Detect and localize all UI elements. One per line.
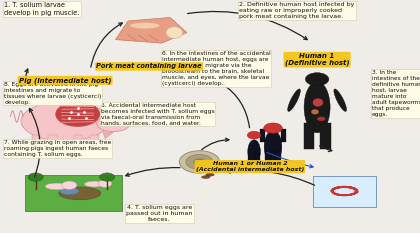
Ellipse shape — [124, 121, 136, 126]
Ellipse shape — [166, 27, 183, 38]
Ellipse shape — [45, 183, 68, 190]
Ellipse shape — [206, 173, 214, 176]
Circle shape — [186, 154, 213, 169]
Ellipse shape — [60, 188, 79, 195]
Circle shape — [179, 151, 220, 173]
Circle shape — [100, 173, 115, 181]
Ellipse shape — [334, 89, 346, 111]
Circle shape — [305, 73, 329, 86]
Bar — [281, 129, 286, 142]
Circle shape — [98, 180, 112, 187]
Circle shape — [264, 123, 282, 133]
Bar — [265, 151, 271, 168]
Text: 7. While grazing in open areas, free
roaming pigs ingest human faeces
containing: 7. While grazing in open areas, free roa… — [4, 140, 111, 157]
Bar — [304, 123, 314, 149]
Polygon shape — [116, 17, 187, 43]
Bar — [90, 135, 99, 151]
Ellipse shape — [304, 82, 330, 133]
Ellipse shape — [97, 115, 130, 132]
Bar — [25, 175, 122, 211]
Circle shape — [62, 181, 77, 189]
Ellipse shape — [264, 130, 282, 163]
Ellipse shape — [59, 187, 101, 200]
Bar — [74, 135, 82, 151]
Text: 4. T. solium eggs are
passed out in human
faeces.: 4. T. solium eggs are passed out in huma… — [126, 205, 193, 222]
Text: Human 1
(Definitive host): Human 1 (Definitive host) — [285, 53, 349, 66]
Text: 5. Accidental intermediate host
becomes infected with T. solium eggs
via faecal-: 5. Accidental intermediate host becomes … — [101, 103, 215, 126]
Ellipse shape — [248, 140, 260, 163]
Bar — [32, 135, 40, 151]
Ellipse shape — [317, 117, 326, 121]
Bar — [248, 153, 253, 165]
Text: 3. In the
intestines of the
definitive human
host, larvae
mature into
adult tape: 3. In the intestines of the definitive h… — [372, 70, 420, 117]
Ellipse shape — [288, 89, 300, 111]
Text: 1. T. solium larvae
develop in pig muscle.: 1. T. solium larvae develop in pig muscl… — [4, 2, 79, 16]
Bar — [255, 153, 260, 165]
Circle shape — [56, 102, 100, 126]
Ellipse shape — [211, 170, 220, 173]
Text: 8. Eggs are activated in the pig
intestines and migrate to
tissues where larvae : 8. Eggs are activated in the pig intesti… — [4, 82, 102, 105]
Circle shape — [28, 173, 43, 181]
Bar — [320, 123, 331, 149]
Bar — [260, 129, 265, 142]
Text: 2. Definitive human host infected by
eating raw or improperly cooked
pork meat c: 2. Definitive human host infected by eat… — [239, 2, 354, 19]
Ellipse shape — [84, 181, 105, 187]
Ellipse shape — [312, 98, 323, 106]
Polygon shape — [103, 132, 113, 139]
Bar — [275, 151, 281, 168]
Text: Pork meat containing larvae: Pork meat containing larvae — [96, 63, 202, 69]
Ellipse shape — [21, 101, 109, 141]
Circle shape — [247, 131, 261, 139]
Circle shape — [193, 158, 206, 165]
Ellipse shape — [202, 176, 210, 178]
Bar — [48, 135, 57, 151]
Ellipse shape — [130, 23, 160, 28]
Text: 6. In the intestines of the accidental
intermediate human host, eggs are
activat: 6. In the intestines of the accidental i… — [162, 51, 270, 86]
Bar — [313, 176, 376, 207]
Text: Pig (intermediate host): Pig (intermediate host) — [19, 77, 111, 84]
Text: Human 1 or Human 2
(Accidental intermediate host): Human 1 or Human 2 (Accidental intermedi… — [196, 161, 304, 172]
Ellipse shape — [311, 109, 319, 114]
